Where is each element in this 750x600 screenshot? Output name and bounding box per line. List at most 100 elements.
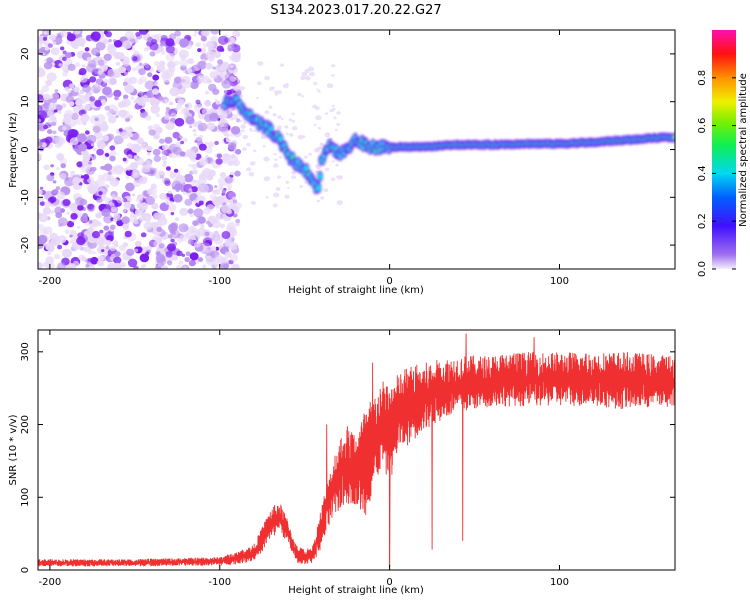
noise-blob	[43, 164, 50, 170]
colorbar-tick-label: 0.0	[697, 261, 708, 277]
noise-blob	[50, 210, 55, 214]
noise-blob	[169, 33, 177, 40]
spectrogram-y-tick-label: 20	[20, 48, 31, 61]
noise-blob	[67, 63, 76, 71]
noise-blob	[332, 107, 336, 111]
noise-blob	[171, 180, 182, 190]
noise-blob	[331, 74, 335, 77]
noise-blob	[111, 194, 117, 199]
noise-blob	[165, 38, 175, 47]
noise-blob	[87, 226, 94, 233]
noise-blob	[232, 159, 240, 167]
noise-blob	[141, 164, 151, 173]
spectrogram-y-tick-label: -20	[20, 237, 31, 253]
noise-blob	[72, 177, 81, 185]
snr-panel: -200 -100 0 100 0 100 200 300 Height of straig…	[8, 329, 676, 596]
noise-blob	[337, 175, 343, 180]
noise-blob	[59, 157, 68, 165]
noise-blob	[223, 90, 228, 94]
noise-blob	[109, 177, 120, 187]
noise-blob	[335, 175, 339, 178]
noise-blob	[228, 242, 238, 251]
noise-blob	[189, 252, 199, 261]
noise-blob	[170, 211, 175, 216]
noise-blob	[52, 41, 57, 45]
spectrogram-x-ticks: -200 -100 0 100	[39, 30, 569, 287]
noise-blob	[78, 254, 85, 261]
noise-blob	[156, 226, 163, 232]
noise-blob	[202, 237, 213, 247]
noise-blob	[262, 145, 266, 148]
noise-blob	[113, 89, 122, 98]
noise-blob	[38, 196, 44, 202]
noise-blob	[169, 101, 174, 106]
noise-blob	[185, 116, 195, 125]
noise-blob	[152, 148, 161, 156]
ridge-blob	[317, 173, 323, 179]
noise-blob	[221, 231, 231, 239]
noise-blob	[182, 266, 188, 269]
noise-blob	[313, 81, 318, 86]
noise-blob	[46, 174, 55, 182]
noise-blob	[126, 154, 133, 160]
noise-blob	[147, 72, 153, 78]
spectrogram-y-ticks: -20 -10 0 10 20	[20, 48, 675, 253]
noise-blob	[73, 86, 80, 93]
noise-blob	[159, 138, 165, 144]
noise-blob	[134, 248, 139, 253]
noise-blob	[214, 263, 219, 268]
snr-x-tick-label: -100	[208, 577, 231, 588]
noise-blob	[68, 92, 73, 97]
noise-blob	[127, 258, 138, 268]
noise-blob	[159, 192, 167, 200]
noise-blob	[236, 222, 240, 227]
noise-blob	[319, 142, 324, 146]
noise-blob	[41, 49, 45, 53]
noise-blob	[178, 223, 189, 233]
noise-blob	[124, 71, 129, 76]
noise-blob	[162, 144, 169, 151]
noise-blob	[323, 188, 329, 193]
noise-blob	[54, 89, 59, 93]
spectrogram-x-tick-label: 100	[550, 276, 569, 287]
noise-blob	[98, 191, 103, 196]
noise-blob	[118, 66, 127, 74]
colorbar-gradient	[712, 30, 736, 269]
noise-blob	[75, 197, 85, 206]
noise-blob	[179, 207, 189, 216]
noise-blob	[149, 42, 159, 51]
noise-blob	[103, 78, 109, 84]
noise-blob	[95, 41, 106, 51]
noise-blob	[90, 256, 99, 265]
noise-blob	[47, 43, 53, 48]
spectrogram-x-tick-label: -100	[208, 276, 231, 287]
noise-blob	[86, 134, 97, 144]
noise-blob	[94, 117, 99, 122]
noise-blob	[291, 175, 296, 180]
spectrogram-x-tick-label: -200	[39, 276, 62, 287]
noise-blob	[139, 76, 147, 83]
noise-blob	[155, 237, 162, 243]
noise-blob	[97, 70, 103, 75]
noise-blob	[289, 133, 294, 137]
noise-blob	[186, 68, 193, 74]
noise-blob	[174, 30, 182, 37]
noise-blob	[156, 251, 161, 256]
noise-blob	[205, 154, 209, 159]
noise-blob	[162, 74, 172, 83]
noise-blob	[274, 158, 278, 161]
noise-blob	[221, 189, 226, 194]
noise-blob	[62, 199, 71, 207]
noise-blob	[199, 47, 207, 54]
noise-blob	[45, 242, 55, 252]
noise-blob	[272, 203, 278, 208]
noise-blob	[78, 143, 88, 152]
noise-blob	[176, 265, 182, 269]
noise-blob	[47, 129, 53, 135]
noise-blob	[206, 255, 211, 260]
snr-x-tick-label: 0	[386, 577, 392, 588]
noise-blob	[145, 30, 150, 33]
noise-blob	[131, 47, 136, 51]
noise-blob	[189, 213, 194, 218]
noise-blob	[38, 110, 47, 120]
